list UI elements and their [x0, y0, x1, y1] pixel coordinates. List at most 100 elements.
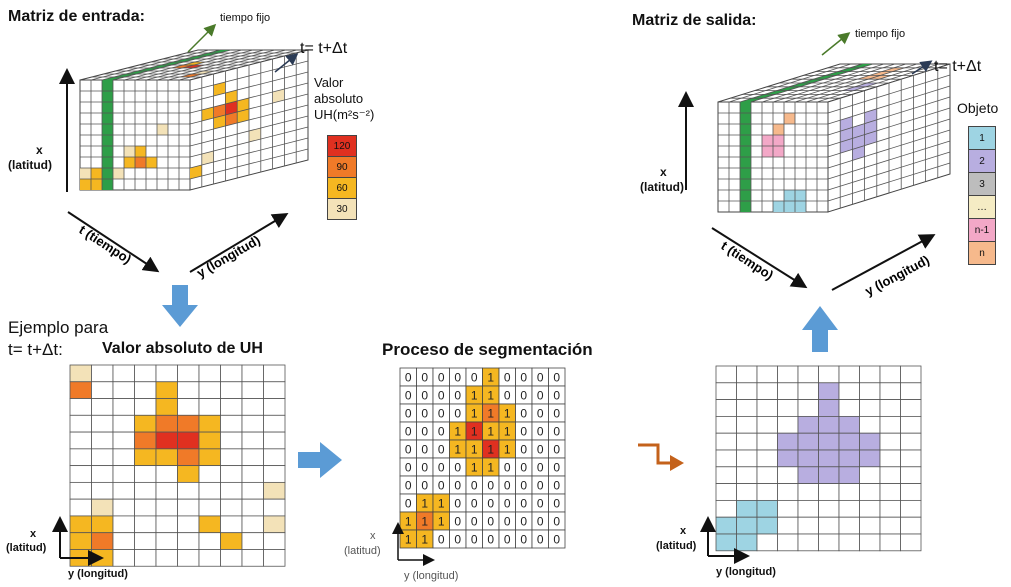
obj-x-sub-label: (latitud): [656, 540, 697, 552]
uh-cell: [220, 364, 243, 383]
input-y-label: y (longitud): [194, 232, 263, 280]
uh-cell: [69, 465, 92, 483]
seg-cell-value: 0: [504, 515, 511, 529]
obj-cell: [879, 516, 901, 535]
uh-legend-title-line: absoluto: [314, 91, 364, 106]
example-label-line1: Ejemplo para: [8, 318, 109, 337]
seg-cell-value: 1: [405, 533, 412, 547]
seg-cell-value: 0: [553, 515, 560, 529]
obj-cell: [859, 382, 881, 400]
input-fixed-time-arrow: [187, 23, 217, 53]
seg-cell-value: 0: [553, 497, 560, 511]
obj-cell: [736, 499, 758, 518]
uh-cell: [91, 498, 114, 517]
obj-cell: [859, 365, 881, 384]
seg-cell-value: 0: [471, 371, 478, 385]
uh-cell: [112, 498, 135, 517]
uh-legend-item: 90: [327, 156, 357, 178]
seg-cell-value: 0: [454, 461, 461, 475]
uh-cell: [91, 465, 114, 483]
uh-cell: [69, 414, 92, 433]
obj-cell: [838, 466, 860, 484]
seg-cell-value: 0: [487, 515, 494, 529]
uh-cell: [155, 549, 178, 567]
uh-cell: [91, 431, 114, 450]
uh-cell: [177, 515, 200, 534]
seg-cell-value: 0: [553, 479, 560, 493]
seg-cell-value: 0: [537, 461, 544, 475]
seg-cell-value: 0: [504, 479, 511, 493]
seg-cell-value: 0: [537, 407, 544, 421]
obj-cell: [838, 399, 860, 417]
uh-cell: [134, 364, 157, 383]
uh-cell: [198, 465, 221, 483]
seg-cell-value: 0: [405, 425, 412, 439]
uh-cell: [263, 381, 286, 399]
uh-cell: [155, 465, 178, 483]
seg-cell-value: 0: [537, 515, 544, 529]
uh-cell: [177, 381, 200, 399]
output-t-axis-arrow: [711, 227, 808, 289]
seg-cell-value: 0: [405, 443, 412, 457]
seg-cell-value: 1: [421, 533, 428, 547]
uh-cell: [134, 481, 157, 500]
seg-cell-value: 0: [553, 371, 560, 385]
obj-cell: [777, 516, 799, 535]
uh-cell: [155, 414, 178, 433]
uh-legend-title-line: Valor: [314, 75, 344, 90]
obj-cell: [900, 466, 922, 484]
uh-cell: [69, 481, 92, 500]
uh-cell: [177, 498, 200, 517]
obj-cell: [715, 516, 737, 535]
seg-x-sub-label: (latitud): [344, 545, 381, 557]
uh-grid: [69, 364, 286, 567]
obj-cell: [797, 483, 819, 501]
object-legend-item: …: [968, 195, 996, 219]
uh-cell: [91, 414, 114, 433]
uh-cell: [241, 498, 264, 517]
seg-cell-value: 0: [553, 461, 560, 475]
obj-cell: [859, 432, 881, 451]
uh-cell: [155, 381, 178, 399]
seg-cell-value: 1: [471, 461, 478, 475]
seg-cell-value: 0: [454, 371, 461, 385]
seg-cell-value: 1: [471, 389, 478, 403]
obj-cell: [777, 365, 799, 384]
uh-cell: [155, 515, 178, 534]
uh-cell: [134, 448, 157, 467]
obj-cell: [797, 466, 819, 484]
obj-cell: [859, 466, 881, 484]
obj-cell: [859, 533, 881, 552]
uh-cell: [112, 465, 135, 483]
seg-cell-value: 1: [471, 407, 478, 421]
input-t-label: t (tiempo): [76, 222, 134, 267]
uh-cell: [91, 448, 114, 467]
seg-cell-value: 0: [454, 533, 461, 547]
object-legend-title: Objeto: [957, 100, 999, 116]
obj-cell: [715, 449, 737, 468]
obj-cell: [797, 432, 819, 451]
uh-cell: [241, 381, 264, 399]
seg-cell-value: 0: [520, 371, 527, 385]
obj-cell: [777, 499, 799, 518]
obj-cell: [715, 499, 737, 518]
uh-legend-title-line: UH(m²s⁻²): [314, 107, 375, 122]
uh-cell: [177, 414, 200, 433]
seg-cell-value: 1: [471, 425, 478, 439]
obj-cell: [818, 365, 840, 384]
uh-legend-item: 120: [327, 135, 357, 157]
obj-cell: [879, 365, 901, 384]
uh-cell: [134, 498, 157, 517]
uh-cell: [155, 448, 178, 467]
seg-cell-value: 0: [520, 389, 527, 403]
obj-x-label: x: [680, 525, 687, 537]
uh-cell: [155, 431, 178, 450]
seg-cell-value: 1: [487, 443, 494, 457]
down-arrow: [162, 285, 198, 327]
seg-cell-value: 0: [471, 497, 478, 511]
seg-cell-value: 0: [421, 389, 428, 403]
obj-cell: [736, 415, 758, 434]
obj-cell: [900, 415, 922, 434]
step-arrow: [638, 443, 674, 465]
uh-cell: [198, 414, 221, 433]
